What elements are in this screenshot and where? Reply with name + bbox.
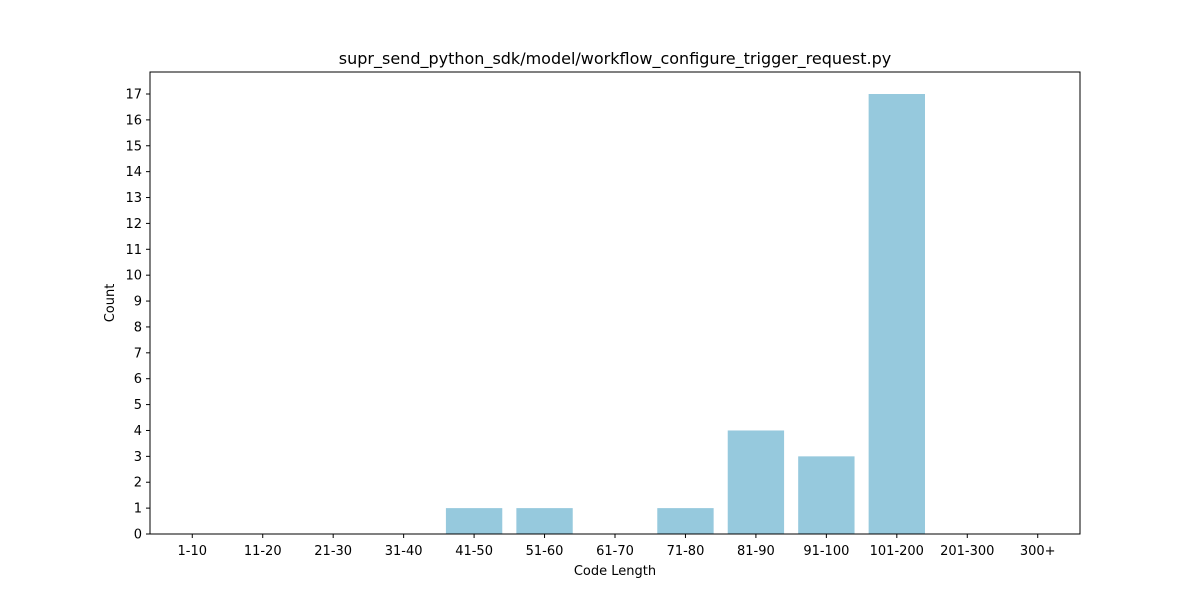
x-tick-label: 81-90 — [737, 544, 775, 559]
y-tick-label: 7 — [134, 346, 142, 361]
bar-91-100 — [798, 456, 855, 534]
x-tick-label: 1-10 — [178, 544, 208, 559]
bar-71-80 — [657, 508, 714, 534]
x-tick-label: 11-20 — [244, 544, 282, 559]
bar-51-60 — [516, 508, 573, 534]
bars-layer — [445, 94, 925, 534]
x-tick-label: 31-40 — [385, 544, 423, 559]
y-tick-label: 13 — [125, 191, 142, 206]
x-tick-label: 51-60 — [526, 544, 564, 559]
y-tick-label: 15 — [125, 139, 142, 154]
y-tick-label: 10 — [125, 269, 142, 284]
y-tick-label: 6 — [134, 372, 142, 387]
bar-81-90 — [727, 430, 785, 534]
chart-title: supr_send_python_sdk/model/workflow_conf… — [339, 49, 891, 69]
y-tick-label: 1 — [134, 502, 142, 517]
x-tick-label: 300+ — [1020, 544, 1056, 559]
y-tick-label: 17 — [125, 88, 142, 103]
y-tick-label: 9 — [134, 295, 142, 310]
x-tick-label: 101-200 — [870, 544, 924, 559]
y-tick-label: 12 — [125, 217, 142, 232]
bar-41-50 — [445, 508, 503, 534]
x-tick-label: 61-70 — [596, 544, 634, 559]
x-tick-label: 71-80 — [667, 544, 705, 559]
y-tick-label: 2 — [134, 476, 142, 491]
y-tick-label: 11 — [125, 243, 142, 258]
y-tick-label: 8 — [134, 320, 142, 335]
plot-frame — [149, 71, 1081, 535]
x-tick-label: 201-300 — [940, 544, 994, 559]
y-axis-label: Count — [103, 284, 118, 323]
y-tick-label: 4 — [134, 424, 142, 439]
bar-101-200 — [868, 94, 925, 534]
x-tick-label: 21-30 — [314, 544, 352, 559]
x-tick-label: 41-50 — [455, 544, 493, 559]
y-tick-label: 16 — [125, 113, 142, 128]
y-tick-label: 5 — [134, 398, 142, 413]
x-tick-label: 91-100 — [803, 544, 849, 559]
y-tick-label: 3 — [134, 450, 142, 465]
x-axis-label: Code Length — [574, 564, 656, 579]
x-axis: 1-10 11-20 21-30 31-40 41-50 51-60 61-70 71-80 8… — [178, 534, 1056, 559]
y-tick-label: 0 — [134, 528, 142, 543]
y-tick-label: 14 — [125, 165, 142, 180]
